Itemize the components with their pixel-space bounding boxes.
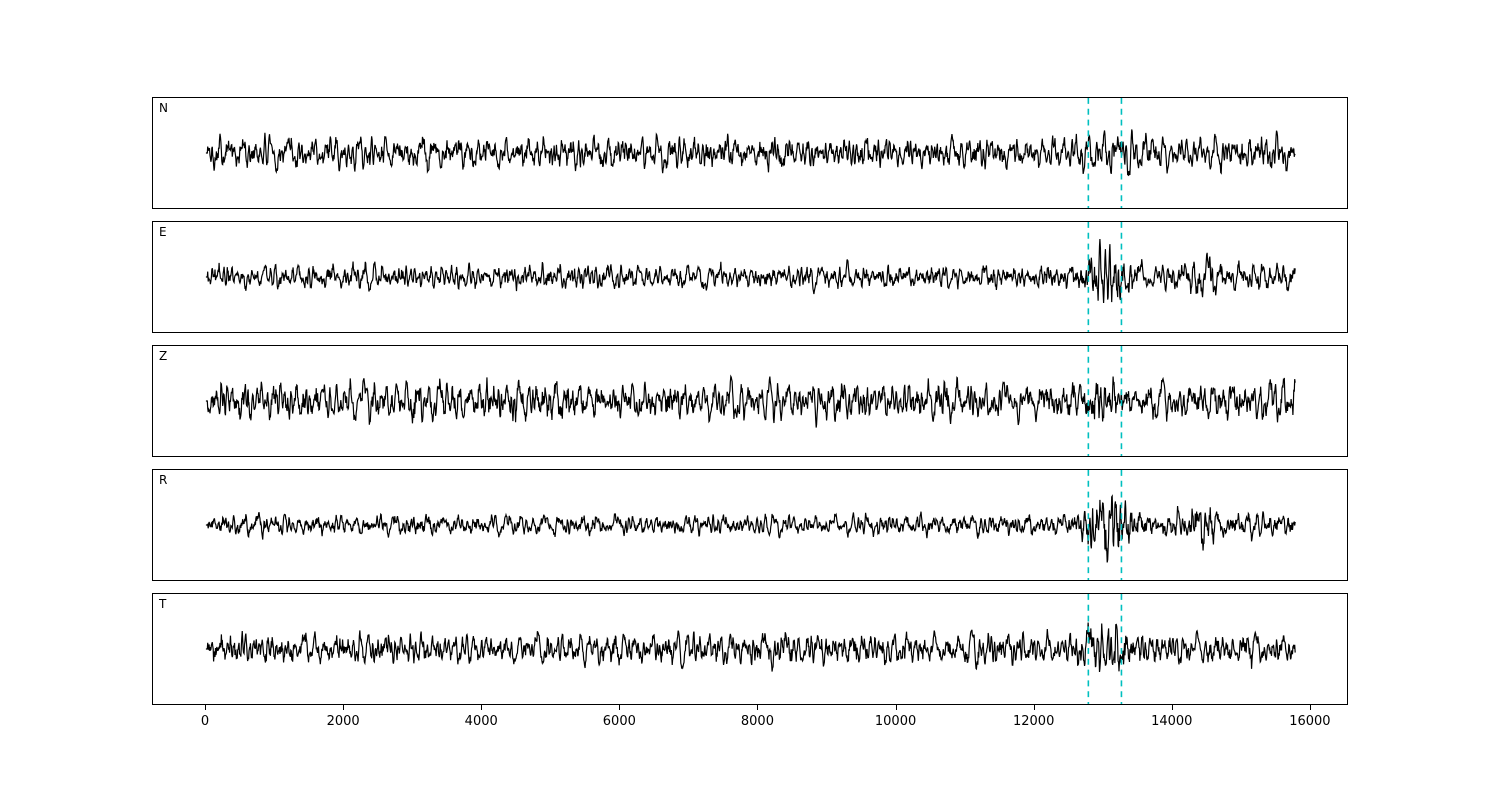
trace-label-n: N — [159, 101, 168, 115]
trace-panel-z: Z — [152, 345, 1348, 457]
trace-label-z: Z — [159, 349, 168, 363]
waveform-e — [205, 222, 1296, 332]
x-tick — [757, 705, 759, 710]
x-tick-label: 16000 — [1289, 714, 1331, 729]
waveform-z — [205, 346, 1296, 456]
trace-label-t: T — [159, 597, 167, 611]
trace-label-r: R — [159, 473, 168, 487]
x-tick-label: 2000 — [326, 714, 360, 729]
waveform-trace — [205, 239, 1296, 304]
x-tick-label: 0 — [200, 714, 210, 729]
x-tick — [1309, 705, 1311, 710]
x-tick-label: 12000 — [1012, 714, 1055, 729]
waveform-trace — [205, 622, 1296, 673]
x-tick — [205, 705, 206, 710]
x-tick — [619, 705, 621, 710]
x-tick — [895, 705, 897, 710]
x-tick — [1033, 705, 1035, 710]
x-tick — [1171, 705, 1173, 710]
x-tick-label: 4000 — [464, 714, 498, 729]
waveform-t — [205, 594, 1296, 704]
x-tick — [343, 705, 345, 710]
waveform-n — [205, 98, 1296, 208]
x-tick — [481, 705, 483, 710]
waveform-trace — [205, 129, 1296, 177]
x-tick-label: 10000 — [874, 714, 917, 729]
waveform-r — [205, 470, 1296, 580]
x-tick-label: 14000 — [1151, 714, 1193, 729]
x-tick-label: 8000 — [740, 714, 774, 729]
trace-panel-t: T — [152, 593, 1348, 705]
x-tick-label: 6000 — [602, 714, 636, 729]
trace-panel-e: E — [152, 221, 1348, 333]
waveform-trace — [205, 494, 1296, 563]
waveform-trace — [205, 374, 1296, 428]
trace-label-e: E — [159, 225, 167, 239]
trace-panel-n: N — [152, 97, 1348, 209]
x-axis: 0 2000 4000 6000 8000 10000 12000 14000 16000 — [152, 705, 1348, 739]
trace-panel-r: R — [152, 469, 1348, 581]
